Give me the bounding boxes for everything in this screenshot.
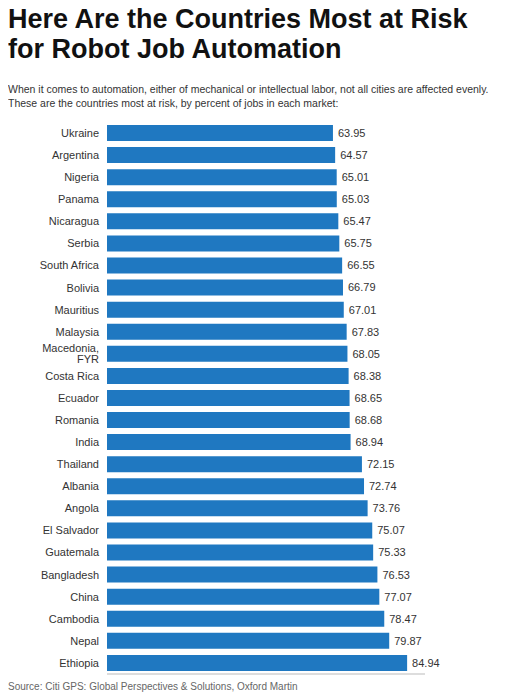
svg-text:72.15: 72.15 [367, 458, 395, 470]
svg-text:China: China [70, 591, 100, 603]
svg-text:Panama: Panama [58, 193, 100, 205]
svg-text:Albania: Albania [62, 480, 100, 492]
svg-text:76.53: 76.53 [382, 569, 410, 581]
svg-text:65.75: 65.75 [344, 237, 372, 249]
svg-text:Mauritius: Mauritius [54, 304, 99, 316]
svg-text:64.57: 64.57 [340, 149, 368, 161]
svg-text:68.38: 68.38 [354, 370, 382, 382]
svg-text:Malaysia: Malaysia [56, 326, 100, 338]
html-text:Here Are the Countries Most at: Here Are the Countries Most at Risk for … [8, 4, 468, 64]
svg-text:Macedonia,FYR: Macedonia,FYR [42, 342, 99, 365]
svg-text:Nigeria: Nigeria [64, 171, 100, 183]
svg-text:South Africa: South Africa [40, 259, 100, 271]
svg-text:67.01: 67.01 [349, 304, 377, 316]
svg-text:Nicaragua: Nicaragua [49, 215, 100, 227]
svg-text:67.83: 67.83 [352, 326, 380, 338]
svg-text:77.07: 77.07 [384, 591, 412, 603]
html-text:Source: Citi GPS: Global Persp: Source: Citi GPS: Global Perspectives & … [8, 681, 298, 692]
svg-text:Bolivia: Bolivia [67, 282, 100, 294]
svg-text:Romania: Romania [55, 414, 100, 426]
html-text:When it comes to automation, e: When it comes to automation, either of m… [8, 83, 489, 109]
svg-text:65.47: 65.47 [343, 215, 371, 227]
svg-text:El Salvador: El Salvador [43, 524, 100, 536]
svg-text:Argentina: Argentina [52, 149, 100, 161]
svg-text:68.65: 68.65 [355, 392, 383, 404]
svg-text:73.76: 73.76 [373, 502, 401, 514]
svg-text:68.94: 68.94 [356, 436, 384, 448]
svg-text:79.87: 79.87 [394, 635, 422, 647]
svg-text:India: India [75, 436, 100, 448]
svg-text:65.03: 65.03 [342, 193, 370, 205]
svg-text:63.95: 63.95 [338, 127, 366, 139]
svg-text:Cambodia: Cambodia [49, 613, 100, 625]
svg-text:68.05: 68.05 [352, 348, 380, 360]
svg-text:68.68: 68.68 [355, 414, 383, 426]
svg-text:72.74: 72.74 [369, 480, 397, 492]
svg-text:Angola: Angola [65, 502, 100, 514]
svg-text:Thailand: Thailand [57, 458, 99, 470]
svg-text:Serbia: Serbia [67, 237, 100, 249]
svg-text:Costa Rica: Costa Rica [45, 370, 100, 382]
svg-text:Ecuador: Ecuador [58, 392, 99, 404]
svg-text:84.94: 84.94 [412, 657, 440, 669]
svg-text:Ukraine: Ukraine [61, 127, 99, 139]
svg-text:65.01: 65.01 [342, 171, 370, 183]
svg-text:75.33: 75.33 [378, 546, 406, 558]
svg-text:Guatemala: Guatemala [45, 546, 100, 558]
svg-text:Ethiopia: Ethiopia [59, 657, 100, 669]
svg-text:Bangladesh: Bangladesh [41, 569, 99, 581]
svg-text:66.55: 66.55 [347, 259, 375, 271]
svg-text:Nepal: Nepal [70, 635, 99, 647]
svg-text:78.47: 78.47 [389, 613, 417, 625]
svg-text:66.79: 66.79 [348, 281, 376, 293]
svg-text:75.07: 75.07 [377, 524, 405, 536]
